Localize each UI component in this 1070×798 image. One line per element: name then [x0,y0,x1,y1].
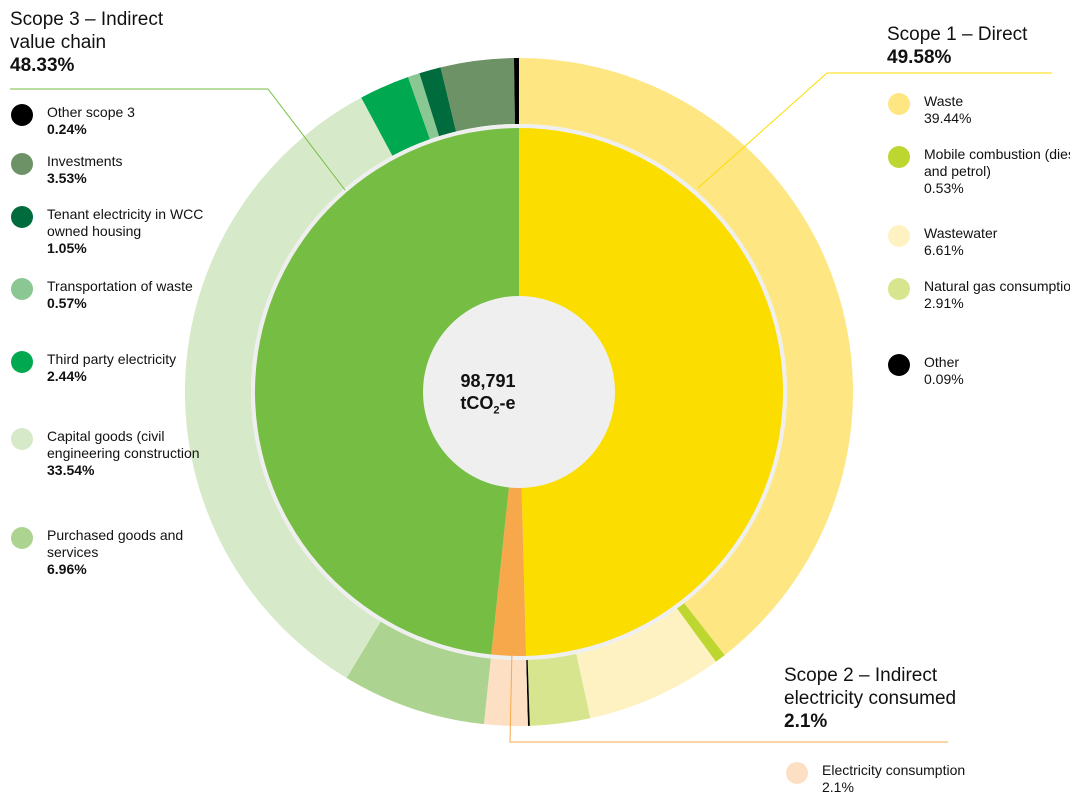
scope1-percentage: 49.58% [887,47,952,68]
legend-text: Transportation of waste 0.57% [47,278,211,312]
legend-value: 0.24% [47,121,87,137]
legend-text: Third party electricity 2.44% [47,351,211,385]
legend-value: 2.1% [822,779,854,795]
legend-value: 1.05% [47,240,87,256]
legend-label: Other scope 3 [47,104,135,120]
outer-slice-mobile-combustion-diesel-and-petrol [676,603,725,662]
scope1-heading: Scope 1 – Direct 49.58% [887,23,1062,69]
center-circle [423,296,615,488]
legend-text: Mobile combustion (diesel and petrol) 0.5… [924,146,1070,197]
legend-label: Purchased goods and services [47,527,184,560]
legend-text: Tenant electricity in WCC owned housing 1… [47,206,211,257]
scope2-leader-line [509,649,948,743]
legend-swatch [11,153,33,175]
legend-value: 6.96% [47,561,87,577]
legend-swatch [888,354,910,376]
scope2-heading: Scope 2 – Indirect electricity consumed … [784,664,984,733]
inner-slice-scope-3-indirect-value-chain [254,128,519,655]
legend-label: Wastewater [924,225,998,241]
legend-swatch [11,428,33,450]
inner-ring [254,128,784,657]
scope1-title: Scope 1 – Direct [887,24,1028,45]
legend-swatch [11,206,33,228]
outer-slice-wastewater [576,608,716,719]
legend-value: 0.09% [924,371,964,387]
leader-lines [10,72,1052,743]
legend-label: Mobile combustion (diesel and petrol) [924,146,1070,179]
legend-label: Other [924,354,960,370]
legend-value: 0.53% [924,180,964,196]
legend-text: Other scope 3 0.24% [47,104,211,138]
legend-value: 2.44% [47,368,87,384]
legend-swatch [11,527,33,549]
outer-slice-other [526,659,530,726]
scope3-heading: Scope 3 – Indirect value chain 48.33% [10,8,210,77]
inner-slice-scope-1-direct [519,128,784,656]
legend-value: 33.54% [47,462,95,478]
outer-slice-waste [519,58,853,656]
unit-suffix: -e [499,393,516,413]
legend-label: Waste [924,93,964,109]
legend-label: Transportation of waste [47,278,193,294]
legend-value: 3.53% [47,170,87,186]
legend-value: 2.91% [924,295,964,311]
legend-swatch [888,278,910,300]
legend-label: Electricity consumption [822,762,966,778]
scope3-leader-line [10,88,346,191]
legend-swatch [11,104,33,126]
outer-slice-transportation-of-waste [408,73,440,140]
legend-swatch [11,278,33,300]
legend-value: 0.57% [47,295,87,311]
legend-label: Capital goods (civil engineering constru… [47,428,200,461]
legend-text: Waste 39.44% [924,93,1070,127]
outer-slice-investments [440,58,515,132]
outer-slice-other-scope-3 [513,58,519,125]
legend-value: 6.61% [924,242,964,258]
legend-value: 39.44% [924,110,972,126]
outer-slice-purchased-goods-and-services [346,621,491,725]
unit-prefix: tCO [460,393,494,413]
total-value: 98,791 [460,371,516,391]
legend-text: Natural gas consumption 2.91% [924,278,1070,312]
scope2-percentage: 2.1% [784,711,828,732]
legend-text: Electricity consumption 2.1% [822,762,986,796]
scope2-title: Scope 2 – Indirect electricity consumed [784,665,957,709]
legend-swatch [11,351,33,373]
scope1-leader-line [697,72,1052,189]
legend-label: Natural gas consumption [924,278,1070,294]
legend-text: Purchased goods and services 6.96% [47,527,211,578]
legend-swatch [888,146,910,168]
legend-label: Tenant electricity in WCC owned housing [47,206,204,239]
legend-label: Investments [47,153,123,169]
legend-text: Capital goods (civil engineering constru… [47,428,211,479]
legend-text: Wastewater 6.61% [924,225,1070,259]
outer-ring [185,58,853,726]
outer-slice-third-party-electricity [361,76,430,156]
legend-label: Third party electricity [47,351,177,367]
outer-slice-tenant-electricity-in-wcc-owned-housing [419,67,457,137]
legend-text: Other 0.09% [924,354,1070,388]
legend-swatch [786,762,808,784]
scope3-percentage: 48.33% [10,55,75,76]
center-total: 98,791 tCO2-e [424,328,552,456]
unit-subscript: 2 [493,404,500,417]
legend-swatch [888,225,910,247]
outer-slice-capital-goods-civil-engineering-construction [185,97,393,679]
legend-swatch [888,93,910,115]
outer-slice-natural-gas-consumption [527,653,591,726]
outer-slice-electricity-consumption [483,658,528,726]
legend-text: Investments 3.53% [47,153,211,187]
total-unit: tCO2-e [460,393,516,417]
scope3-title: Scope 3 – Indirect value chain [10,9,164,53]
